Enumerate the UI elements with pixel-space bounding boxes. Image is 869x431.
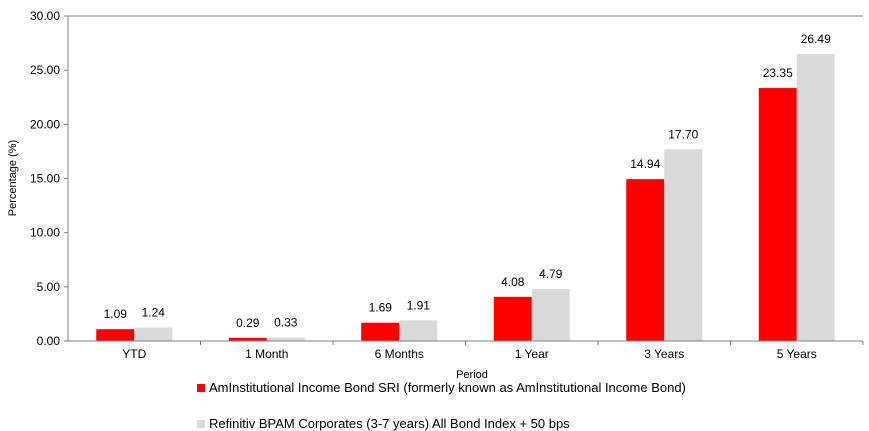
bar-series-1 [96,329,135,341]
x-tick-label: YTD [122,347,146,361]
data-label-series-1: 1.69 [369,301,393,315]
bar-series-2 [664,149,703,341]
x-tick-label: 1 Year [515,347,549,361]
y-tick-label: 30.00 [30,9,60,23]
y-tick-label: 25.00 [30,63,60,77]
y-tick-label: 15.00 [30,172,60,186]
legend-label-series-1: AmInstitutional Income Bond SRI (formerl… [209,380,686,395]
legend-swatch-series-2 [197,419,205,428]
data-label-series-2: 0.33 [274,315,298,329]
y-tick-label: 0.00 [37,334,61,348]
data-label-series-2: 4.79 [539,267,563,281]
y-tick-label: 20.00 [30,117,60,131]
data-label-series-1: 23.35 [763,66,793,80]
data-label-series-1: 0.29 [236,316,260,330]
legend-swatch-series-1 [197,383,205,392]
x-tick-label: 5 Years [777,347,817,361]
x-axis: YTD 1 Month 6 Months 1 Year 3 Years 5 Years [68,340,864,361]
bar-series-2 [266,337,305,341]
data-label-series-2: 1.91 [407,298,431,312]
x-axis-title: Period [456,369,488,381]
y-axis: 0.00 5.00 10.00 15.00 20.00 25.00 30.00 [30,9,863,348]
bar-series-1 [228,337,267,341]
legend-label-series-2: Refinitiv BPAM Corporates (3-7 years) Al… [209,416,570,431]
bar-series-1 [626,179,665,341]
bar-series-2 [399,320,438,341]
bar-series-1 [493,296,532,341]
data-label-series-1: 14.94 [630,157,660,171]
plot-area: 1.09 1.24 0.29 0.33 1.69 1.91 4.08 4.79 14.94 17.… [96,32,835,342]
data-label-series-1: 1.09 [104,307,128,321]
y-tick-label: 10.00 [30,226,60,240]
y-tick-label: 5.00 [37,280,61,294]
bar-series-1 [361,322,400,341]
bar-series-1 [758,88,797,342]
data-label-series-2: 1.24 [142,306,166,320]
data-label-series-1: 4.08 [501,275,525,289]
x-tick-label: 6 Months [375,347,424,361]
y-axis-title: Percentage (%) [7,140,19,216]
bar-series-2 [796,54,835,342]
legend-item-series-2: Refinitiv BPAM Corporates (3-7 years) Al… [197,416,570,431]
x-tick-label: 3 Years [644,347,684,361]
bar-series-2 [531,289,570,341]
data-label-series-2: 17.70 [668,127,698,141]
legend-item-series-1: AmInstitutional Income Bond SRI (formerl… [197,380,686,395]
data-label-series-2: 26.49 [801,32,831,46]
x-tick-label: 1 Month [245,347,288,361]
bar-series-2 [134,327,173,341]
